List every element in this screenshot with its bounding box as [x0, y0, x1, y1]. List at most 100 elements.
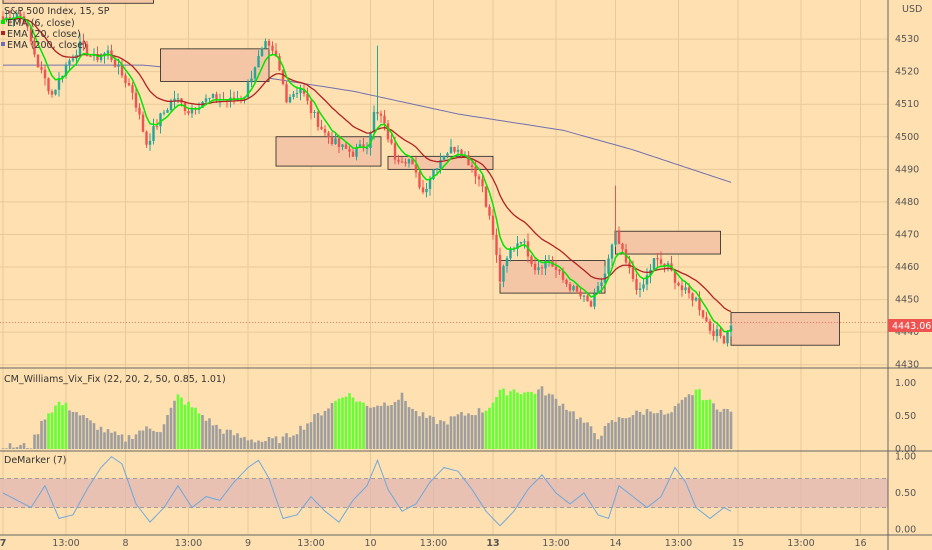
candle-body[interactable]: [673, 270, 677, 283]
candle-body[interactable]: [89, 55, 92, 57]
candle-body[interactable]: [323, 129, 327, 133]
candle-body[interactable]: [204, 98, 208, 102]
candle-body[interactable]: [544, 261, 547, 269]
candle-body[interactable]: [645, 275, 649, 285]
candle-body[interactable]: [488, 206, 491, 216]
candle-body[interactable]: [519, 241, 523, 244]
candle-body[interactable]: [502, 266, 505, 282]
candle-body[interactable]: [299, 88, 302, 94]
candle-body[interactable]: [383, 115, 386, 124]
candle-body[interactable]: [712, 330, 715, 337]
candle-body[interactable]: [173, 98, 176, 102]
candle-body[interactable]: [211, 94, 215, 98]
time-axis-ticks[interactable]: 7 13:00 8 13:00 9 13:00 10 13:00 13 13:00 14 13:00 1…: [0, 538, 867, 549]
candle-body[interactable]: [334, 138, 337, 145]
candle-body[interactable]: [99, 56, 103, 61]
candle-body[interactable]: [264, 41, 267, 49]
candle-body[interactable]: [523, 241, 526, 243]
candle-body[interactable]: [260, 48, 264, 57]
candle-body[interactable]: [722, 336, 726, 344]
candle-body[interactable]: [586, 295, 589, 302]
candle-body[interactable]: [582, 295, 586, 297]
candle-body[interactable]: [278, 56, 281, 71]
candle-body[interactable]: [474, 167, 477, 177]
candle-body[interactable]: [561, 271, 565, 280]
candle-body[interactable]: [96, 54, 99, 61]
candle-body[interactable]: [257, 56, 260, 68]
candle-body[interactable]: [117, 64, 120, 67]
vix-fix-title[interactable]: CM_Williams_Vix_Fix (22, 20, 2, 50, 0.85…: [4, 374, 226, 385]
candle-body[interactable]: [341, 144, 344, 147]
candle-body[interactable]: [187, 111, 190, 114]
candle-body[interactable]: [271, 45, 274, 51]
candle-body[interactable]: [425, 188, 428, 193]
candle-body[interactable]: [442, 155, 446, 160]
candle-body[interactable]: [610, 244, 614, 259]
candle-body[interactable]: [484, 186, 488, 207]
candle-body[interactable]: [687, 287, 691, 294]
candle-body[interactable]: [267, 41, 271, 46]
candle-body[interactable]: [47, 78, 50, 92]
candle-body[interactable]: [365, 147, 369, 149]
candle-body[interactable]: [414, 164, 418, 173]
candle-body[interactable]: [729, 325, 733, 332]
candle-body[interactable]: [348, 148, 351, 152]
candle-body[interactable]: [708, 321, 712, 331]
candle-body[interactable]: [309, 100, 313, 114]
candle-body[interactable]: [642, 284, 645, 289]
candle-body[interactable]: [36, 54, 40, 68]
candle-body[interactable]: [390, 139, 393, 144]
candle-body[interactable]: [148, 140, 152, 145]
candle-body[interactable]: [540, 267, 544, 269]
candle-body[interactable]: [253, 67, 257, 79]
candle-body[interactable]: [162, 112, 166, 114]
candle-body[interactable]: [607, 258, 610, 274]
candle-body[interactable]: [491, 215, 495, 235]
candle-body[interactable]: [320, 126, 323, 130]
candle-body[interactable]: [113, 59, 117, 67]
legend-label[interactable]: EMA (200, close): [7, 40, 87, 51]
candle-body[interactable]: [159, 113, 162, 127]
candle-body[interactable]: [659, 259, 663, 264]
candle-body[interactable]: [215, 94, 218, 100]
candle-body[interactable]: [477, 176, 481, 180]
candle-body[interactable]: [726, 331, 729, 344]
candle-body[interactable]: [124, 75, 127, 83]
candle-body[interactable]: [166, 110, 169, 113]
candle-body[interactable]: [600, 282, 603, 287]
candle-body[interactable]: [250, 78, 253, 83]
candle-body[interactable]: [705, 317, 708, 322]
candle-body[interactable]: [505, 258, 509, 267]
candle-body[interactable]: [397, 159, 400, 162]
candle-body[interactable]: [621, 243, 624, 250]
candle-body[interactable]: [677, 282, 680, 286]
candle-body[interactable]: [127, 82, 131, 86]
candle-body[interactable]: [64, 64, 68, 76]
candle-body[interactable]: [432, 169, 435, 180]
candle-body[interactable]: [386, 123, 390, 140]
candle-body[interactable]: [715, 329, 719, 337]
candle-body[interactable]: [302, 88, 306, 94]
candle-body[interactable]: [411, 159, 414, 165]
zone-box[interactable]: [615, 230, 721, 255]
candle-body[interactable]: [418, 172, 421, 188]
candle-body[interactable]: [698, 297, 701, 311]
candle-body[interactable]: [337, 138, 341, 147]
candle-body[interactable]: [155, 126, 159, 128]
candle-body[interactable]: [50, 91, 54, 95]
candle-body[interactable]: [355, 147, 358, 157]
candle-body[interactable]: [57, 78, 61, 90]
candle-body[interactable]: [596, 286, 600, 294]
candle-body[interactable]: [439, 159, 442, 169]
candle-body[interactable]: [446, 153, 449, 156]
candle-body[interactable]: [379, 113, 383, 116]
candle-body[interactable]: [138, 107, 141, 115]
candle-body[interactable]: [369, 132, 372, 148]
candle-body[interactable]: [575, 285, 579, 292]
candle-body[interactable]: [509, 249, 512, 259]
candle-body[interactable]: [344, 144, 348, 149]
candle-body[interactable]: [568, 284, 572, 291]
candle-body[interactable]: [306, 93, 309, 101]
candle-body[interactable]: [495, 234, 498, 255]
candle-body[interactable]: [589, 301, 593, 307]
